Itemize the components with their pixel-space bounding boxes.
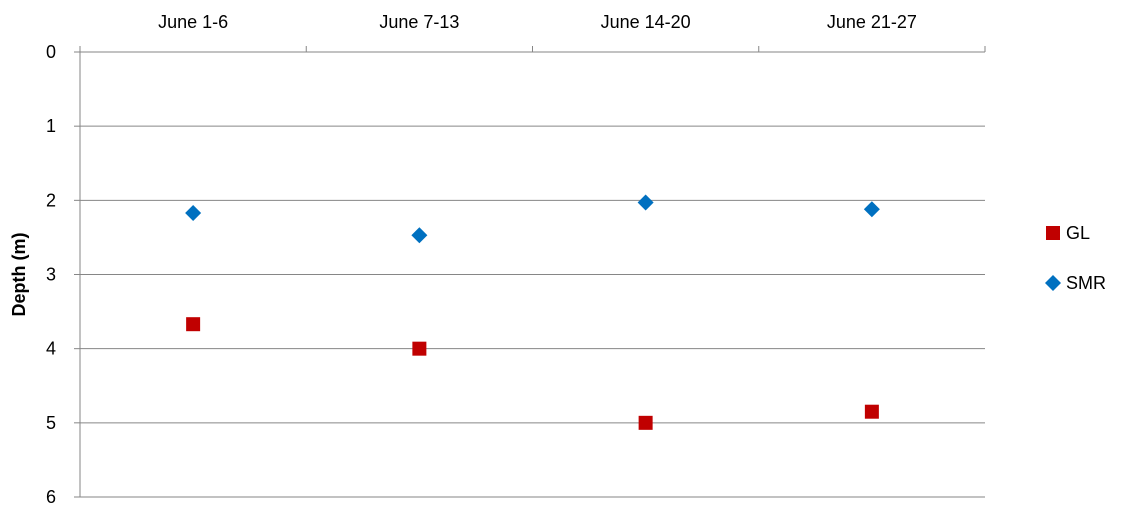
legend-label-smr: SMR [1066,273,1106,293]
y-tick-label: 2 [46,190,56,210]
legend-label-gl: GL [1066,223,1090,243]
legend-marker-gl [1046,226,1060,240]
legend-item-gl: GL [1046,223,1090,243]
gl-point [864,404,879,419]
y-tick-label: 5 [46,413,56,433]
smr-point [637,194,654,211]
y-tick-label: 3 [46,265,56,285]
data-points [185,194,880,430]
smr-point [863,201,880,218]
x-tick-label: June 14-20 [601,12,691,32]
gl-point [412,341,427,356]
y-tick-labels: 0 1 2 3 4 5 6 [46,42,56,507]
gl-point [638,415,653,430]
gl-point [186,317,201,332]
legend-item-smr: SMR [1045,273,1106,293]
smr-point [411,227,428,244]
smr-point [185,204,202,221]
axes [74,46,986,498]
x-tick-label: June 7-13 [379,12,459,32]
legend: GL SMR [1045,223,1106,293]
y-axis-title: Depth (m) [9,233,29,317]
y-tick-label: 6 [46,487,56,507]
x-tick-labels: June 1-6 June 7-13 June 14-20 June 21-27 [158,12,917,32]
legend-marker-smr [1045,275,1061,291]
y-tick-label: 0 [46,42,56,62]
gridlines [80,125,985,498]
y-tick-label: 1 [46,116,56,136]
y-tick-label: 4 [46,339,56,359]
x-tick-label: June 21-27 [827,12,917,32]
x-tick-label: June 1-6 [158,12,228,32]
